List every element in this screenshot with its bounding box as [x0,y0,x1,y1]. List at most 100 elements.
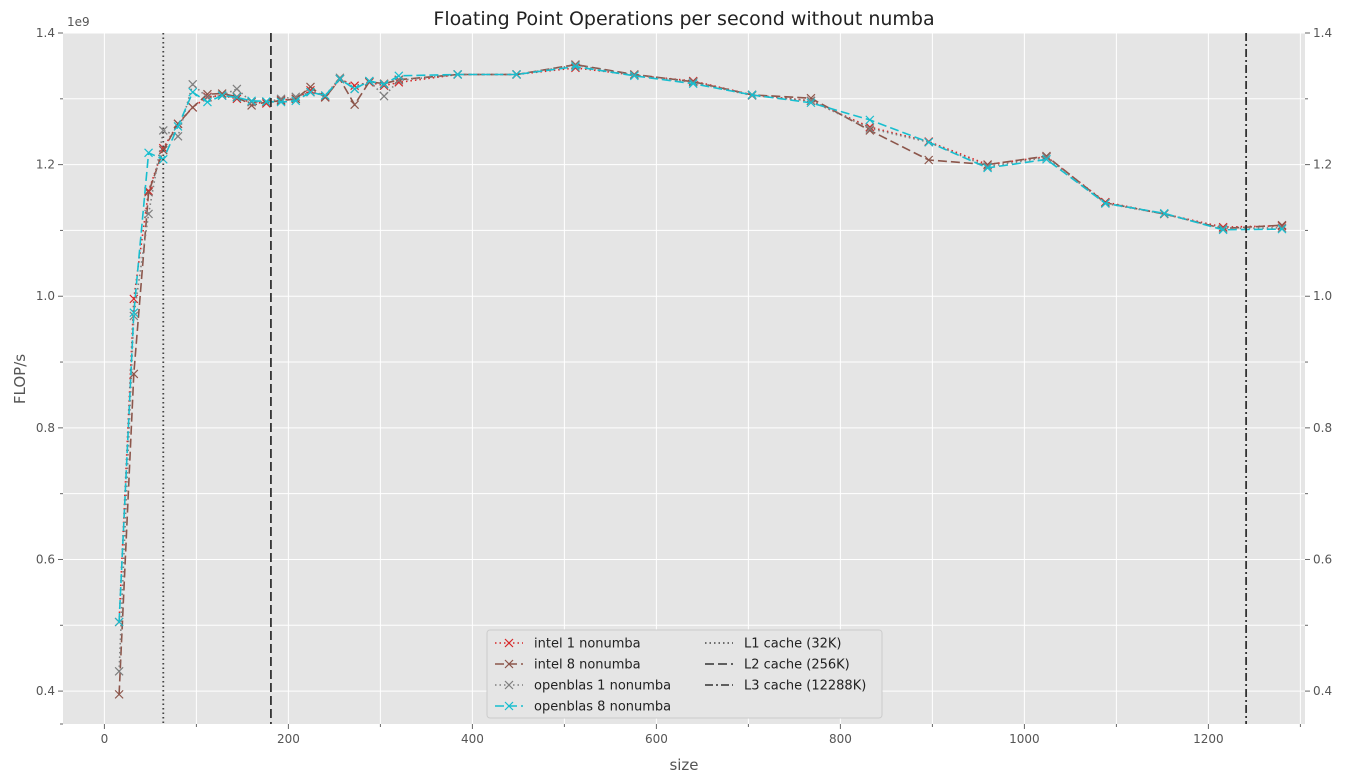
legend-label: L1 cache (32K) [744,637,842,652]
legend-label: openblas 1 nonumba [534,679,671,694]
data-point [453,70,463,79]
data-point [188,79,198,89]
data-point [394,71,404,81]
data-point [173,122,183,131]
y-axis-label: FLOP/s [11,354,29,404]
y-offset-label: 1e9 [67,15,90,29]
data-point [320,91,330,100]
data-point [350,84,360,94]
legend-label: L3 cache (12288K) [744,679,866,694]
data-point [571,60,580,70]
data-point [983,163,993,173]
data-point [1218,224,1228,233]
data-point [247,97,257,107]
y2-tick-label: 1.0 [1313,289,1332,303]
y-tick-label: 1.2 [36,158,55,172]
x-tick-label: 600 [645,732,668,746]
x-tick-label: 200 [277,732,300,746]
legend-box [486,629,883,719]
x-tick-label: 1000 [1009,732,1040,746]
data-point [203,97,212,107]
series-line [118,64,1283,672]
data-point [144,209,153,219]
data-point [379,91,389,101]
data-point [247,96,257,106]
data-point [865,123,875,133]
data-point [688,79,698,89]
data-point [983,162,993,172]
data-point [1218,225,1228,235]
y-tick-label: 1.0 [36,289,55,303]
data-point [276,97,286,107]
y2-tick-label: 0.4 [1313,684,1332,698]
legend-label: intel 8 nonumba [534,658,641,673]
data-point [188,102,198,112]
x-tick-label: 0 [101,732,109,746]
plot-background [63,33,1305,724]
data-point [114,666,124,676]
legend-marker [504,659,514,669]
data-point [806,96,816,106]
legend-marker [504,701,514,711]
legend-label: openblas 8 nonumba [534,700,671,715]
data-point [806,98,816,108]
data-point [291,96,301,106]
data-point [114,689,124,699]
data-point [1277,224,1287,234]
y-tick-label: 0.8 [36,421,55,435]
y-tick-label: 0.4 [36,684,55,698]
x-tick-label: 800 [829,732,852,746]
y2-tick-label: 0.6 [1313,552,1332,566]
axes: 0.4 0.4 0.6 0.6 0.8 0.8 1.0 1.0 1.2 1.2 1.4 1.4 0 200… [36,26,1332,746]
legend-label: intel 1 nonumba [534,637,641,652]
legend-label: L2 cache (256K) [744,658,850,673]
data-point [924,137,934,147]
data-point [335,73,345,83]
data-point [232,84,242,94]
data-point [1277,220,1287,230]
x-tick-label: 1200 [1193,732,1224,746]
data-point [261,97,271,106]
data-point [1042,154,1051,164]
data-point [379,79,389,89]
data-point [1100,199,1110,208]
y2-tick-label: 1.2 [1313,158,1332,172]
grid [63,32,1305,724]
series-line [118,63,1283,695]
y-tick-label: 0.6 [36,552,55,566]
data-point [306,87,315,97]
series-layer [114,60,1287,699]
y2-tick-label: 0.8 [1313,421,1332,435]
data-point [144,148,153,158]
data-point [865,125,875,135]
data-point [747,90,757,100]
series-line [118,67,1283,623]
x-tick-label: 400 [461,732,484,746]
data-point [158,125,168,135]
legend-marker [504,638,514,648]
data-point [1277,223,1287,233]
data-point [188,87,198,97]
data-point [335,74,345,84]
data-point [571,62,580,71]
data-point [232,94,242,104]
chart-title: Floating Point Operations per second wit… [433,8,934,30]
legend-marker [504,680,514,690]
data-point [924,155,934,165]
data-point [203,89,212,99]
data-point [1159,208,1169,218]
data-point [232,93,242,102]
data-point [1042,151,1051,161]
data-point [129,308,139,318]
x-axis-label: size [669,756,698,774]
data-point [217,91,227,100]
data-point [865,115,875,125]
data-point [629,71,639,81]
data-point [364,76,374,86]
data-point [350,100,360,110]
legend: intel 1 nonumba intel 8 nonumba openblas 1… [486,629,883,719]
cache-lines [162,33,1248,724]
data-point [512,70,521,79]
data-point [114,617,124,627]
